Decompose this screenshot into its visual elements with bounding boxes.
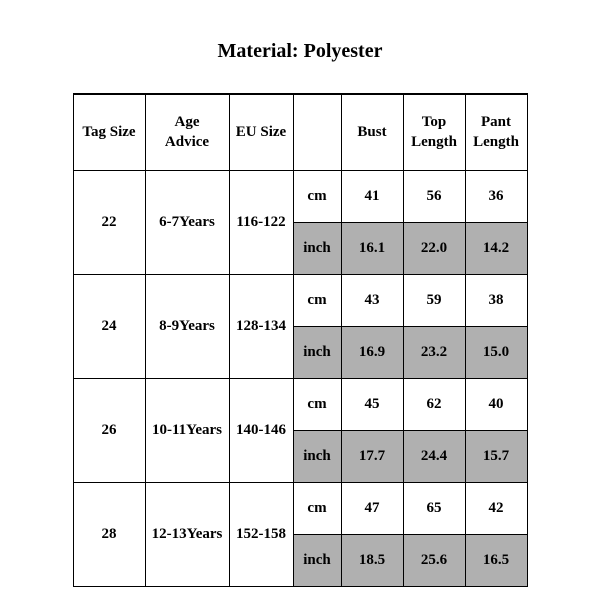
col-top-length: Top Length [403,94,465,171]
cell-bust-cm: 41 [341,171,403,223]
cell-top-inch: 22.0 [403,223,465,275]
cell-unit-cm: cm [293,379,341,431]
cell-tag: 24 [73,275,145,379]
cell-eu: 128-134 [229,275,293,379]
table-row: 22 6-7Years 116-122 cm 41 56 36 [73,171,527,223]
cell-pant-inch: 16.5 [465,535,527,587]
cell-age: 6-7Years [145,171,229,275]
cell-eu: 152-158 [229,483,293,587]
cell-pant-inch: 14.2 [465,223,527,275]
cell-unit-inch: inch [293,535,341,587]
cell-bust-inch: 17.7 [341,431,403,483]
col-unit [293,94,341,171]
cell-top-inch: 23.2 [403,327,465,379]
cell-top-inch: 25.6 [403,535,465,587]
cell-pant-cm: 38 [465,275,527,327]
table-row: 26 10-11Years 140-146 cm 45 62 40 [73,379,527,431]
col-eu-size: EU Size [229,94,293,171]
cell-age: 8-9Years [145,275,229,379]
table-row: 24 8-9Years 128-134 cm 43 59 38 [73,275,527,327]
cell-age: 12-13Years [145,483,229,587]
cell-eu: 140-146 [229,379,293,483]
col-age-advice: Age Advice [145,94,229,171]
col-pant-length: Pant Length [465,94,527,171]
cell-top-inch: 24.4 [403,431,465,483]
cell-bust-cm: 47 [341,483,403,535]
cell-top-cm: 65 [403,483,465,535]
col-tag-size: Tag Size [73,94,145,171]
cell-unit-cm: cm [293,483,341,535]
cell-pant-cm: 40 [465,379,527,431]
cell-bust-inch: 16.1 [341,223,403,275]
cell-top-cm: 62 [403,379,465,431]
cell-tag: 22 [73,171,145,275]
size-table: Tag Size Age Advice EU Size Bust Top Len… [73,93,528,587]
col-bust: Bust [341,94,403,171]
header-row: Tag Size Age Advice EU Size Bust Top Len… [73,94,527,171]
cell-pant-cm: 36 [465,171,527,223]
cell-unit-inch: inch [293,431,341,483]
cell-bust-cm: 45 [341,379,403,431]
page-title: Material: Polyester [0,0,600,93]
cell-pant-inch: 15.0 [465,327,527,379]
cell-unit-cm: cm [293,171,341,223]
cell-bust-cm: 43 [341,275,403,327]
cell-tag: 26 [73,379,145,483]
cell-tag: 28 [73,483,145,587]
cell-pant-cm: 42 [465,483,527,535]
cell-unit-cm: cm [293,275,341,327]
cell-bust-inch: 18.5 [341,535,403,587]
cell-bust-inch: 16.9 [341,327,403,379]
cell-pant-inch: 15.7 [465,431,527,483]
cell-top-cm: 59 [403,275,465,327]
cell-top-cm: 56 [403,171,465,223]
cell-unit-inch: inch [293,223,341,275]
cell-unit-inch: inch [293,327,341,379]
cell-age: 10-11Years [145,379,229,483]
table-row: 28 12-13Years 152-158 cm 47 65 42 [73,483,527,535]
cell-eu: 116-122 [229,171,293,275]
